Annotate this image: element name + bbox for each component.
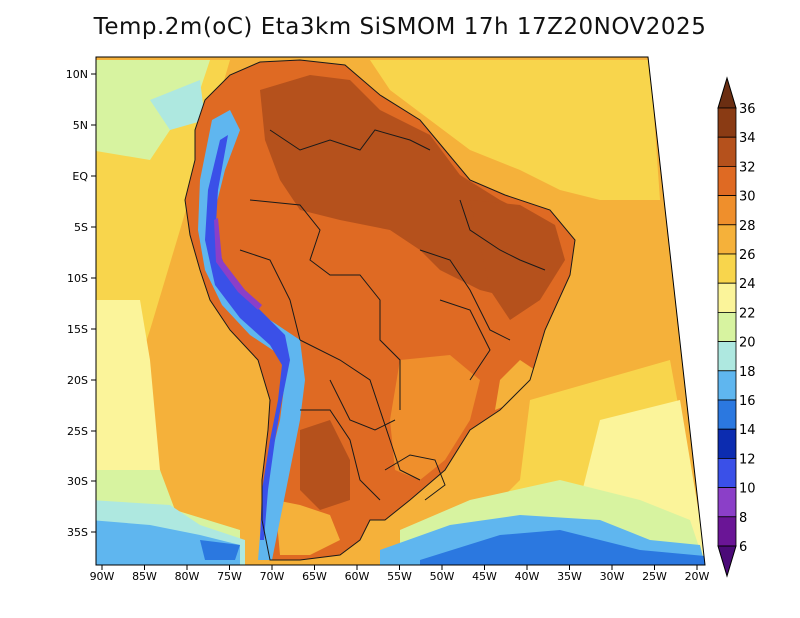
pacific-north-cool	[96, 60, 210, 160]
longitude-axis: 90W 85W 80W 75W 70W 65W 60W 55W 50W 45W 40W 35W 30W 2…	[90, 565, 710, 583]
colorbar-label: 30	[739, 190, 756, 205]
colorbar-top-arrow	[717, 76, 737, 109]
colorbar-label: 12	[739, 452, 756, 467]
colorbar: 36 34 32 30 28 26 24 22 20 18 16 14 12 10 8 6	[717, 76, 756, 578]
lon-label: 55W	[387, 570, 412, 583]
lat-label: EQ	[72, 170, 88, 183]
colorbar-label: 22	[739, 306, 756, 321]
lon-label: 40W	[515, 570, 540, 583]
colorbar-label: 32	[739, 160, 756, 175]
colorbar-band	[717, 311, 737, 342]
lat-label: 30S	[67, 475, 88, 488]
colorbar-label: 36	[739, 102, 756, 117]
lat-label: 20S	[67, 374, 88, 387]
colorbar-label: 10	[739, 482, 756, 497]
colorbar-band	[717, 428, 737, 459]
lon-label: 85W	[132, 570, 157, 583]
colorbar-band	[717, 370, 737, 401]
colorbar-label: 26	[739, 248, 756, 263]
lat-label: 5N	[73, 119, 88, 132]
atlantic-north-mild	[370, 60, 660, 200]
colorbar-band	[717, 224, 737, 255]
colorbar-band	[717, 487, 737, 518]
colorbar-label: 18	[739, 365, 756, 380]
lat-label: 10N	[66, 68, 88, 81]
south-brazil-mild	[390, 355, 480, 480]
colorbar-label: 24	[739, 277, 756, 292]
country-borders	[184, 59, 576, 561]
lon-label: 60W	[345, 570, 370, 583]
lon-label: 30W	[600, 570, 625, 583]
lon-label: 45W	[472, 570, 497, 583]
lat-label: 15S	[67, 323, 88, 336]
lat-label: 35S	[67, 526, 88, 539]
andes-very-cold	[205, 135, 290, 540]
lon-label: 80W	[175, 570, 200, 583]
colorbar-bottom-arrow	[717, 545, 737, 578]
map-frame	[95, 56, 706, 566]
colorbar-band	[717, 165, 737, 196]
colorbar-label: 6	[739, 540, 747, 555]
lat-label: 5S	[74, 221, 88, 234]
lon-label: 25W	[642, 570, 667, 583]
lon-label: 20W	[685, 570, 710, 583]
colorbar-label: 16	[739, 394, 756, 409]
colorbar-band	[717, 399, 737, 430]
latitude-axis: 10N 5N EQ 5S 10S 15S 20S 25S 30S 35S	[66, 68, 96, 539]
south-pacific-colder	[96, 520, 240, 565]
northeast-hot-zone	[470, 200, 565, 320]
lon-label: 75W	[217, 570, 242, 583]
atlantic-south-colder	[420, 530, 705, 565]
colorbar-band	[717, 457, 737, 488]
colorbar-band	[717, 282, 737, 313]
lon-label: 65W	[302, 570, 327, 583]
chaco-hot-zone	[300, 420, 350, 510]
map-title: Temp.2m(oC) Eta3km SiSMOM 17h 17Z20NOV20…	[93, 14, 707, 40]
colorbar-band	[717, 253, 737, 284]
colorbar-band	[717, 341, 737, 372]
panama-cool	[150, 80, 205, 130]
andes-coldest	[214, 218, 262, 310]
andes-cold-strip	[198, 110, 305, 560]
lon-label: 35W	[557, 570, 582, 583]
lon-label: 90W	[90, 570, 115, 583]
colorbar-label: 34	[739, 131, 756, 146]
colorbar-band	[717, 195, 737, 226]
patagonia-mild	[275, 500, 340, 555]
coast-mild	[495, 360, 535, 410]
colorbar-label: 8	[739, 511, 747, 526]
colorbar-band	[717, 516, 737, 547]
lat-label: 10S	[67, 272, 88, 285]
lon-label: 70W	[260, 570, 285, 583]
map-field	[96, 57, 705, 565]
south-pacific-coldest	[200, 540, 240, 560]
colorbar-band	[717, 107, 737, 138]
colorbar-label: 20	[739, 336, 756, 351]
lat-label: 25S	[67, 425, 88, 438]
colorbar-label: 14	[739, 423, 756, 438]
lon-label: 50W	[430, 570, 455, 583]
colorbar-label: 28	[739, 219, 756, 234]
colorbar-band	[717, 136, 737, 167]
